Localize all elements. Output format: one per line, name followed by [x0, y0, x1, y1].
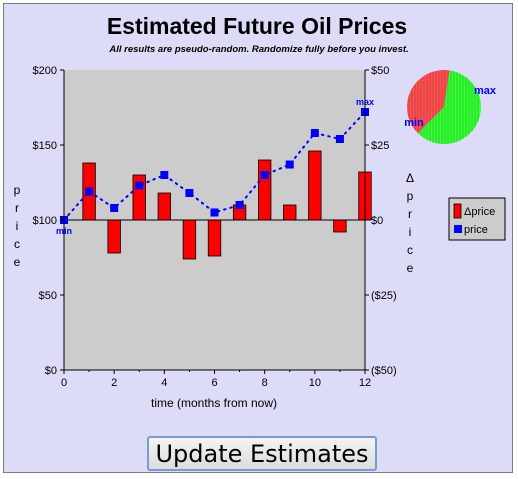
x-tick-label: 2 [111, 377, 117, 389]
y2-axis-label-letter: r [408, 207, 412, 221]
y2-axis-label-letter: c [407, 243, 413, 257]
bar-delta-price [333, 219, 347, 233]
price-marker [335, 135, 344, 143]
bar-delta-price [157, 192, 172, 221]
x-tick-label: 6 [211, 377, 217, 389]
y2-axis-label-letter: e [407, 261, 414, 275]
price-marker [285, 160, 294, 169]
y-axis-label-letter: r [15, 201, 19, 215]
price-marker [160, 171, 169, 179]
plot-layer: minmax$0$50$100$150$200($50)($25)$0$25$5… [33, 65, 397, 389]
pie-chart: min max [404, 69, 497, 144]
chart-svg: Estimated Future Oil Prices All results … [14, 13, 506, 410]
chart-title: Estimated Future Oil Prices [107, 13, 407, 39]
x-tick-label: 4 [161, 377, 167, 389]
price-marker [110, 204, 119, 212]
y-axis-label-letter: p [14, 183, 21, 197]
y-tick-label: $150 [33, 140, 57, 152]
price-marker [260, 171, 269, 179]
bar-delta-price [182, 219, 197, 260]
price-marker [85, 187, 94, 196]
y-tick-label: $100 [33, 215, 57, 227]
legend-swatch-price [454, 225, 462, 233]
price-marker [310, 129, 319, 137]
bar-delta-price [308, 150, 322, 221]
price-marker [135, 181, 144, 190]
chart-subtitle: All results are pseudo-random. Randomize… [108, 44, 408, 55]
pie-label-min: min [404, 117, 424, 129]
y-axis-label-letter: i [16, 219, 19, 233]
pie-label-max: max [474, 85, 497, 97]
price-marker [235, 201, 244, 209]
pie-slice-min [407, 69, 450, 134]
x-tick-label: 10 [309, 377, 321, 389]
y2-axis-label-letter: Δ [406, 171, 414, 185]
y2-tick-label: ($25) [371, 290, 397, 302]
bar-delta-price [283, 204, 297, 221]
y-tick-label: $200 [33, 65, 57, 77]
y2-axis-label-letter: p [407, 189, 414, 203]
y2-tick-label: $0 [371, 215, 383, 227]
legend-label-price: price [464, 224, 488, 236]
bar-delta-price [107, 219, 121, 254]
price-marker [185, 189, 194, 197]
y-axis-label-letter: e [14, 255, 21, 269]
y2-tick-label: $25 [371, 140, 389, 152]
x-tick-label: 0 [61, 377, 67, 389]
chart-frame: Estimated Future Oil Prices All results … [3, 3, 513, 473]
x-tick-label: 12 [359, 377, 371, 389]
bar-delta-price [257, 159, 272, 221]
pie-slice-max [418, 70, 482, 144]
y-axis-label: price [14, 183, 21, 269]
legend-label-delta-price: Δprice [464, 206, 495, 218]
bar-delta-price [207, 219, 222, 257]
legend-swatch-delta-price [453, 203, 462, 219]
y2-axis-label: Δprice [406, 171, 414, 275]
y2-axis-label-letter: i [409, 225, 412, 239]
y2-tick-label: $50 [371, 65, 389, 77]
price-marker [210, 208, 219, 217]
x-axis-label: time (months from now) [151, 396, 277, 410]
x-tick-label: 8 [262, 377, 268, 389]
y-tick-label: $50 [39, 290, 57, 302]
update-estimates-button[interactable]: Update Estimates [147, 436, 377, 471]
legend: Δprice price [448, 197, 506, 241]
y-tick-label: $0 [45, 365, 57, 377]
y-axis-label-letter: c [14, 237, 20, 251]
y2-tick-label: ($50) [371, 365, 397, 377]
